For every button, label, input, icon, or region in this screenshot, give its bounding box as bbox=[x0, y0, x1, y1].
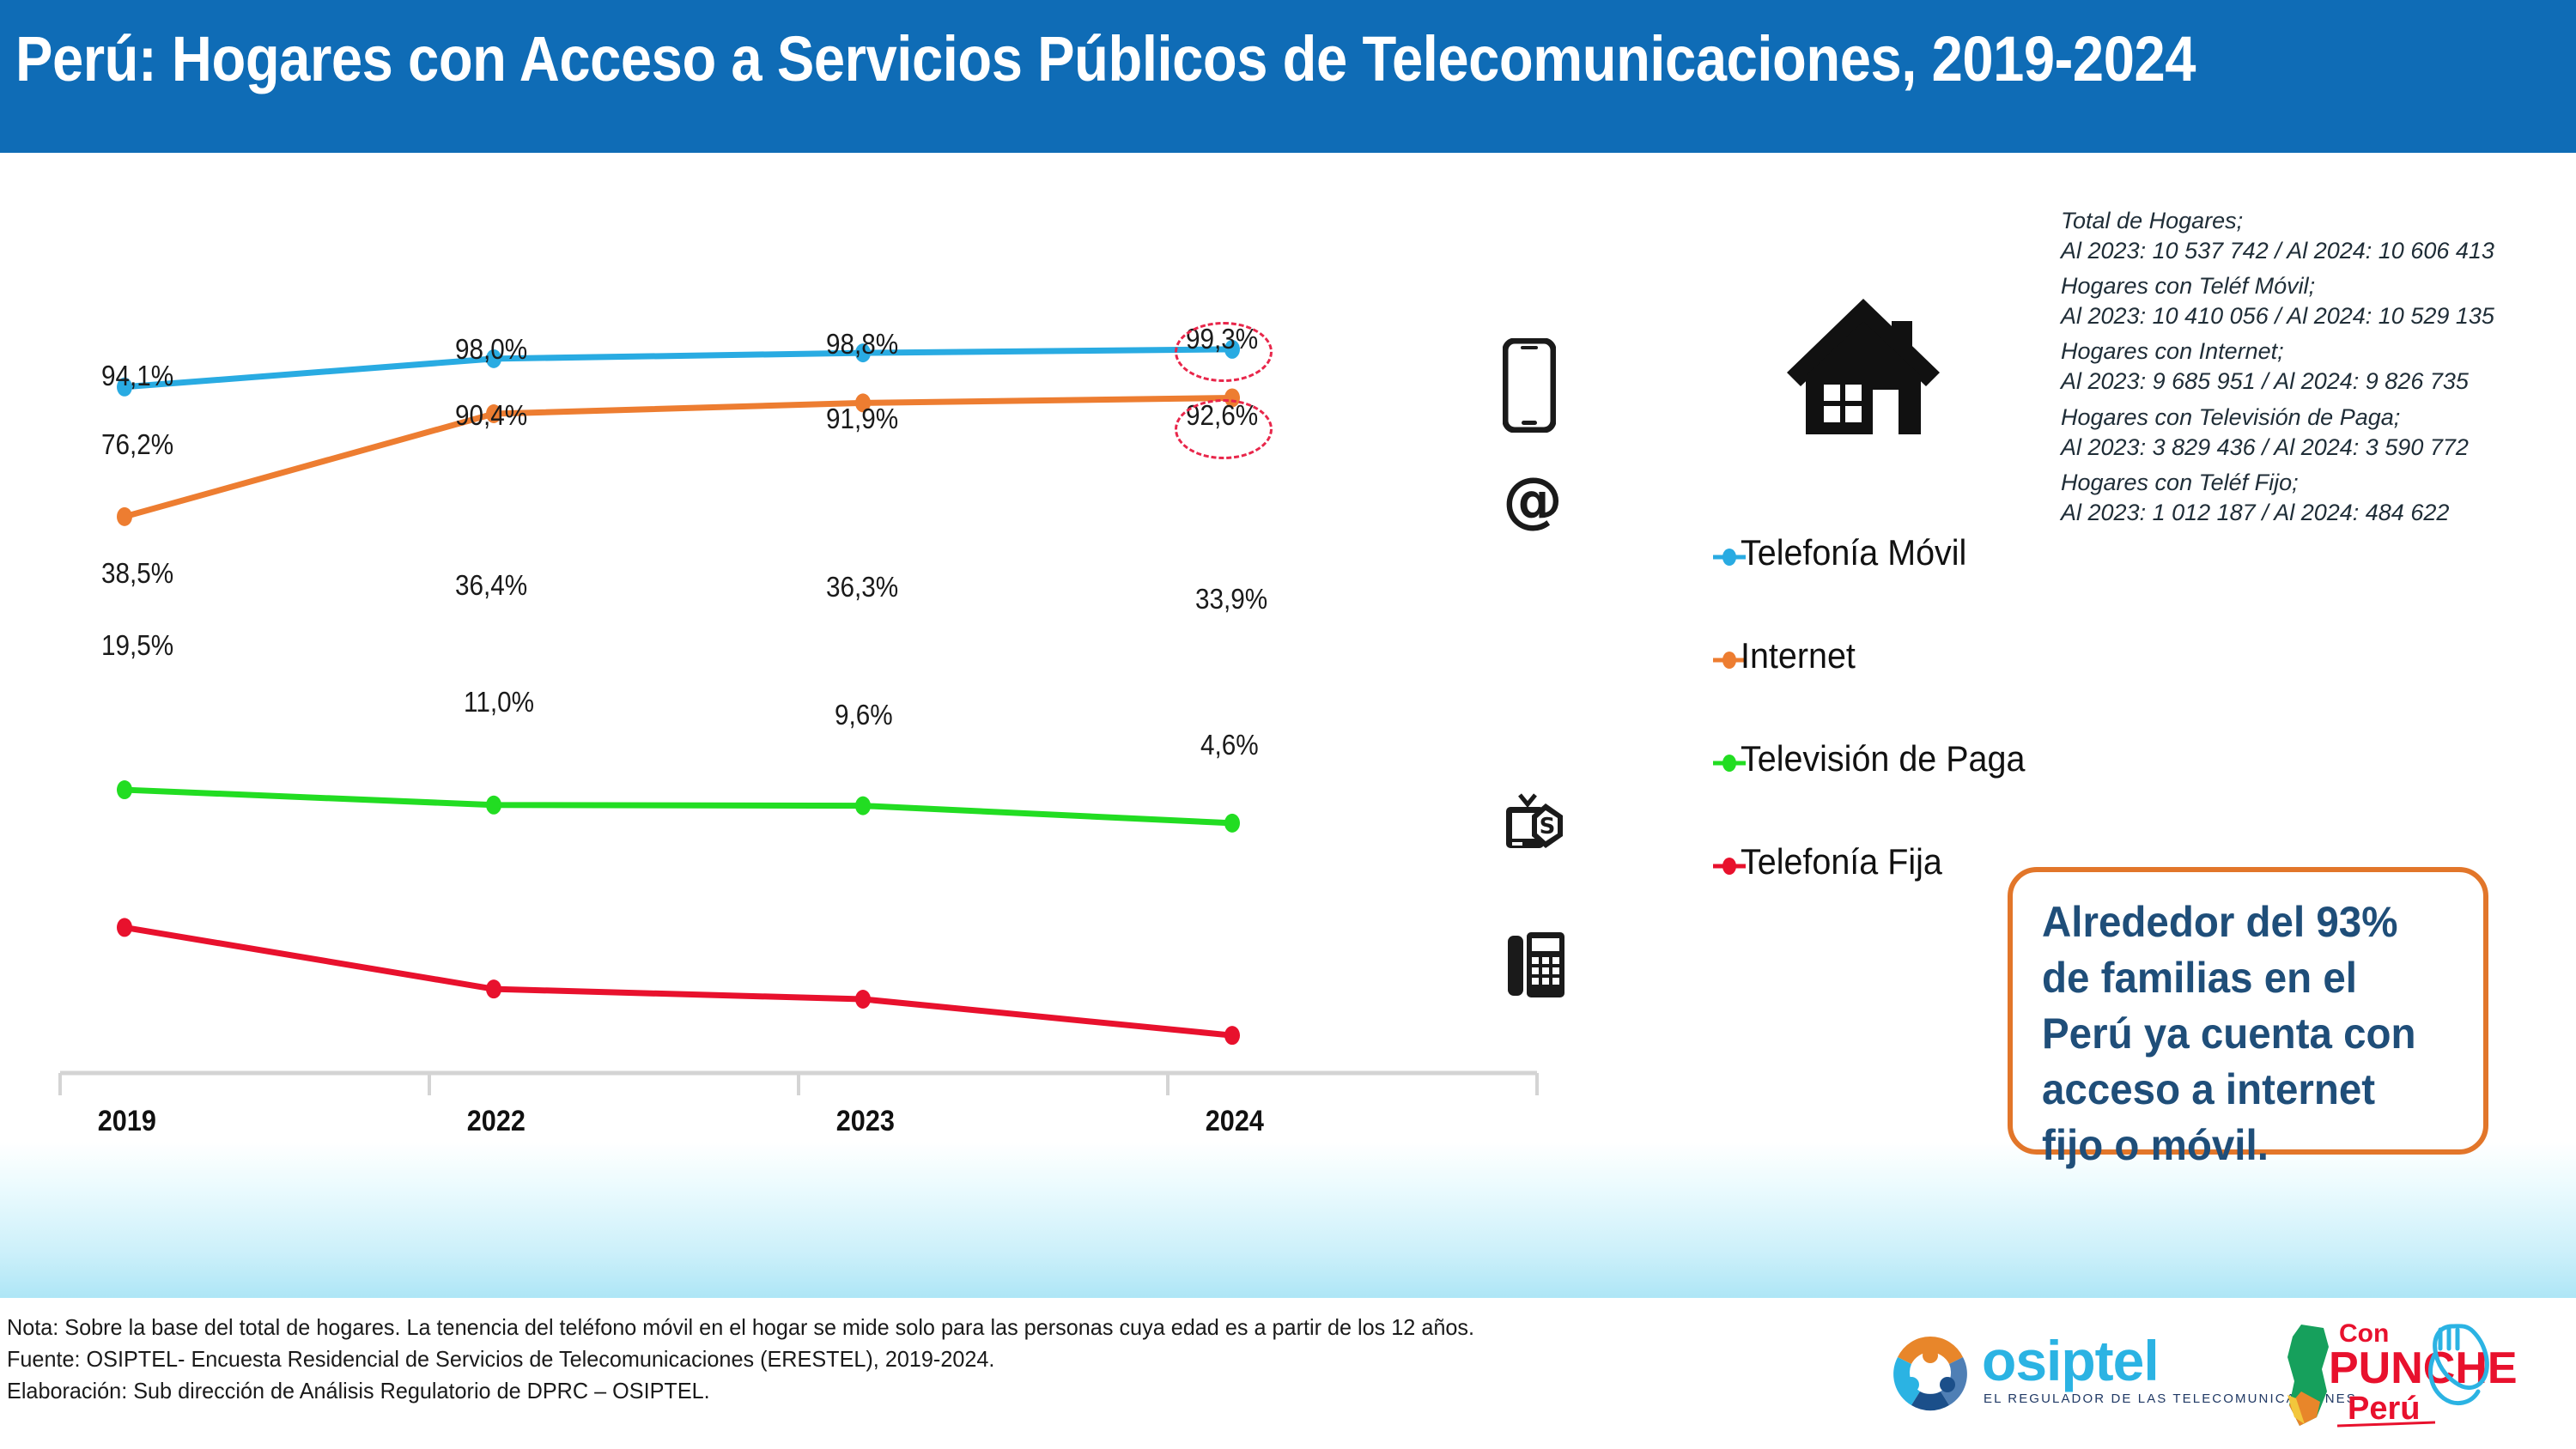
stat-heading: Total de Hogares; bbox=[2061, 208, 2244, 233]
callout-box: Alrededor del 93% de familias en el Perú… bbox=[2008, 867, 2488, 1169]
stat-detail: Al 2023: 10 537 742 / Al 2024: 10 606 41… bbox=[2061, 238, 2494, 264]
title-bar: Perú: Hogares con Acceso a Servicios Púb… bbox=[0, 0, 2576, 153]
osiptel-tagline: EL REGULADOR DE LAS TELECOMUNICACIONES bbox=[1984, 1391, 2357, 1406]
legend-item-label: Telefonía Fija bbox=[1741, 841, 1942, 882]
data-label-movil-2019: 94,1% bbox=[101, 360, 174, 391]
series-line bbox=[124, 786, 1233, 827]
series-point bbox=[855, 796, 871, 815]
stats-panel: Total de Hogares; Al 2023: 10 537 742 / … bbox=[2061, 206, 2542, 533]
series-point bbox=[486, 349, 501, 368]
x-axis-label-2019: 2019 bbox=[97, 1105, 156, 1137]
footer-elaboration: Elaboración: Sub dirección de Análisis R… bbox=[7, 1377, 710, 1404]
x-axis-label-2024: 2024 bbox=[1205, 1105, 1264, 1137]
legend-item-internet[interactable]: Internet bbox=[1713, 635, 2125, 738]
series-point bbox=[117, 377, 132, 397]
series-point bbox=[117, 506, 132, 526]
pay-tv-icon: S bbox=[1501, 791, 1570, 863]
series-point bbox=[855, 989, 871, 1009]
peru-map-icon bbox=[2287, 1325, 2329, 1426]
stat-detail: Al 2023: 9 685 951 / Al 2024: 9 826 735 bbox=[2061, 368, 2469, 395]
osiptel-mark-icon bbox=[1889, 1331, 1971, 1414]
stat-heading: Hogares con Televisión de Paga; bbox=[2061, 403, 2401, 430]
callout-text: Alrededor del 93% de familias en el Perú… bbox=[2042, 898, 2416, 1169]
legend-item-telefonia-movil[interactable]: Telefonía Móvil bbox=[1713, 532, 2125, 635]
mobile-phone-icon bbox=[1502, 337, 1557, 437]
osiptel-wordmark: osiptel bbox=[1982, 1329, 2160, 1392]
chart-plot-svg bbox=[58, 339, 1539, 1095]
footer-source: Fuente: OSIPTEL- Encuesta Residencial de… bbox=[7, 1345, 995, 1372]
data-label-movil-2023: 98,8% bbox=[826, 328, 899, 360]
data-label-internet-2019: 76,2% bbox=[101, 428, 174, 460]
data-label-internet-2022: 90,4% bbox=[455, 399, 528, 431]
line-chart: 94,1% 98,0% 98,8% 99,3% 76,2% 90,4% 91,9… bbox=[0, 156, 1614, 1143]
series-point bbox=[855, 343, 871, 363]
svg-text:S: S bbox=[1540, 814, 1556, 840]
svg-text:@: @ bbox=[1503, 467, 1563, 534]
stat-heading: Hogares con Teléf Fijo; bbox=[2061, 469, 2299, 495]
chart-series-0 bbox=[117, 339, 1240, 397]
data-label-fija-2023: 9,6% bbox=[835, 699, 893, 731]
footer-note: Nota: Sobre la base del total de hogares… bbox=[7, 1314, 1475, 1340]
chart-legend: Telefonía Móvil Internet Televisión de P… bbox=[1713, 532, 2125, 944]
legend-item-label: Telefonía Móvil bbox=[1741, 532, 1967, 573]
osiptel-logo: osiptel EL REGULADOR DE LAS TELECOMUNICA… bbox=[1889, 1326, 2355, 1419]
punche-peru-logo: Con PUNCHE Perú bbox=[2275, 1309, 2550, 1438]
punche-line3: Perú bbox=[2348, 1391, 2420, 1427]
x-axis-label-2022: 2022 bbox=[466, 1105, 526, 1137]
series-line bbox=[124, 394, 1233, 520]
legend-item-television-de-paga[interactable]: Televisión de Paga bbox=[1713, 738, 2125, 841]
page-title: Perú: Hogares con Acceso a Servicios Púb… bbox=[15, 23, 2196, 94]
series-point bbox=[486, 979, 501, 999]
chart-series-3 bbox=[117, 918, 1240, 1046]
at-sign-icon: @ bbox=[1499, 464, 1566, 538]
background-gradient-band bbox=[0, 1142, 2576, 1298]
series-point bbox=[486, 795, 501, 815]
series-point bbox=[117, 780, 132, 800]
house-icon bbox=[1782, 283, 1945, 438]
punche-line1: Con bbox=[2339, 1319, 2389, 1348]
data-label-fija-2019: 19,5% bbox=[101, 629, 174, 661]
stat-detail: Al 2023: 3 829 436 / Al 2024: 3 590 772 bbox=[2061, 433, 2469, 460]
legend-marker-icon bbox=[1713, 855, 1746, 877]
stat-heading: Hogares con Internet; bbox=[2061, 338, 2284, 365]
x-axis-label-2023: 2023 bbox=[835, 1105, 895, 1137]
highlight-ellipse-movil-2024 bbox=[1175, 322, 1273, 382]
stat-block-total-hogares: Total de Hogares; Al 2023: 10 537 742 / … bbox=[2061, 206, 2542, 266]
series-point bbox=[486, 404, 501, 424]
data-label-movil-2022: 98,0% bbox=[455, 333, 528, 365]
series-point bbox=[855, 393, 871, 413]
flexed-arm-icon bbox=[2428, 1324, 2489, 1406]
highlight-ellipse-internet-2024 bbox=[1175, 399, 1273, 459]
series-line bbox=[124, 346, 1233, 391]
data-label-tv-2024: 33,9% bbox=[1195, 583, 1268, 615]
data-label-fija-2022: 11,0% bbox=[464, 686, 535, 718]
footer-notes: Nota: Sobre la base del total de hogares… bbox=[7, 1312, 1638, 1407]
data-label-tv-2022: 36,4% bbox=[455, 569, 528, 601]
legend-item-label: Internet bbox=[1741, 635, 1856, 676]
data-label-tv-2023: 36,3% bbox=[826, 571, 899, 603]
stat-heading: Hogares con Teléf Móvil; bbox=[2061, 273, 2316, 300]
stat-detail: Al 2023: 10 410 056 / Al 2024: 10 529 13… bbox=[2061, 303, 2494, 330]
legend-item-telefonia-fija[interactable]: Telefonía Fija bbox=[1713, 841, 2125, 944]
series-point bbox=[117, 918, 132, 937]
chart-series-1 bbox=[117, 388, 1240, 526]
title-divider bbox=[0, 153, 2576, 156]
data-label-internet-2023: 91,9% bbox=[826, 403, 899, 434]
data-label-fija-2024: 4,6% bbox=[1200, 729, 1259, 761]
stat-detail: Al 2023: 1 012 187 / Al 2024: 484 622 bbox=[2061, 499, 2450, 525]
chart-series-2 bbox=[117, 780, 1240, 833]
stat-block-telef-fijo: Hogares con Teléf Fijo; Al 2023: 1 012 1… bbox=[2061, 468, 2542, 528]
stat-block-telef-movil: Hogares con Teléf Móvil; Al 2023: 10 410… bbox=[2061, 271, 2542, 331]
stat-block-television-paga: Hogares con Televisión de Paga; Al 2023:… bbox=[2061, 403, 2542, 463]
stat-block-internet: Hogares con Internet; Al 2023: 9 685 951… bbox=[2061, 336, 2542, 397]
legend-marker-icon bbox=[1713, 649, 1746, 671]
legend-item-label: Televisión de Paga bbox=[1741, 738, 2026, 779]
desk-phone-icon bbox=[1504, 929, 1568, 1005]
legend-marker-icon bbox=[1713, 546, 1746, 568]
series-point bbox=[1224, 1026, 1240, 1046]
series-line bbox=[124, 924, 1233, 1039]
legend-marker-icon bbox=[1713, 752, 1746, 774]
data-label-tv-2019: 38,5% bbox=[101, 557, 174, 589]
series-point bbox=[1224, 813, 1240, 833]
